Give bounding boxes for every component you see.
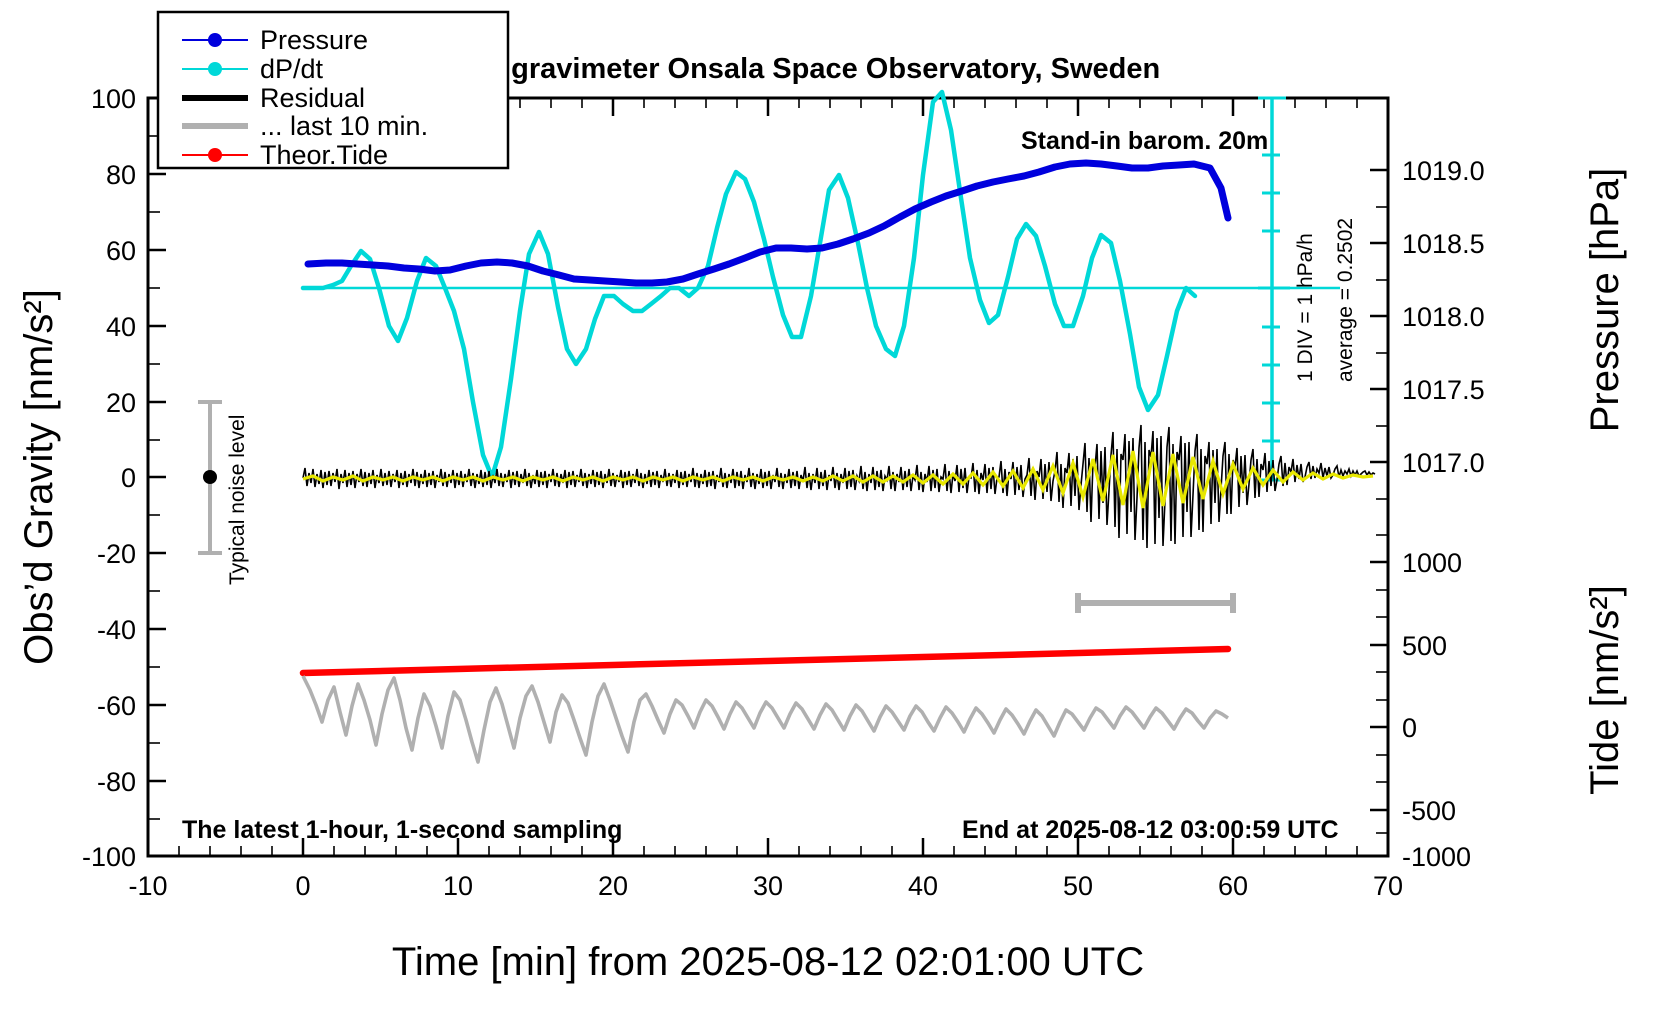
tide-tick-label: 0	[1402, 713, 1417, 743]
tide-tick-label: -1000	[1402, 842, 1471, 872]
series-residual-smoothed	[302, 450, 1374, 509]
y-tick-label: -60	[97, 691, 136, 721]
legend-label: Theor.Tide	[260, 140, 388, 170]
y-tick-label: -20	[97, 539, 136, 569]
legend-label: Residual	[260, 83, 365, 113]
last-10-min-duration-bar	[1075, 593, 1236, 613]
y-tick-label: -80	[97, 767, 136, 797]
scale-average-label: average = 0.2502	[1334, 218, 1357, 382]
pressure-tick-label: 1018.5	[1402, 229, 1485, 259]
pressure-tick-label: 1018.0	[1402, 302, 1485, 332]
legend-item-dpdt[interactable]: dP/dt	[182, 54, 324, 84]
y-axis-title-left: Obs’d Gravity [nm/s²]	[17, 289, 61, 665]
typical-noise-level-errorbar	[198, 400, 222, 555]
x-tick-label: 30	[753, 871, 783, 901]
pressure-tick-label: 1017.5	[1402, 375, 1485, 405]
y-tick-label: 80	[106, 160, 136, 190]
tide-tick-label: 500	[1402, 631, 1447, 661]
legend: Pressure dP/dt Residual ... last 10 min.…	[156, 10, 510, 170]
y-tick-label: 20	[106, 388, 136, 418]
series-last-10-min	[301, 675, 1229, 764]
scale-div-label: 1 DIV = 1 hPa/h	[1294, 233, 1317, 382]
x-tick-label: 40	[908, 871, 938, 901]
y-tick-label: -40	[97, 615, 136, 645]
right-tide-tick-labels: 1000 500 0 -500 -1000	[1402, 548, 1471, 872]
x-tick-label: 10	[443, 871, 473, 901]
stand-in-barom-label: Stand-in barom. 20m	[1021, 127, 1268, 155]
y-tick-label: 40	[106, 312, 136, 342]
legend-label: dP/dt	[260, 54, 324, 84]
right-pressure-tick-labels: 1019.0 1018.5 1018.0 1017.5 1017.0	[1402, 156, 1485, 478]
series-pressure	[304, 159, 1232, 287]
x-tick-label: 50	[1063, 871, 1093, 901]
right-y-axis-ticks	[1370, 168, 1388, 858]
x-tick-label: 70	[1373, 871, 1403, 901]
tide-tick-label: -500	[1402, 796, 1456, 826]
legend-item-theor-tide[interactable]: Theor.Tide	[182, 140, 388, 170]
pressure-tick-label: 1019.0	[1402, 156, 1485, 186]
legend-item-last-10-min[interactable]: ... last 10 min.	[182, 111, 428, 141]
x-axis-ticks	[146, 838, 1390, 856]
y-tick-label: 0	[121, 463, 136, 493]
legend-label: Pressure	[260, 25, 368, 55]
y-axis-title-tide: Tide [nm/s²]	[1583, 585, 1627, 795]
x-tick-label: 20	[598, 871, 628, 901]
y-tick-label: 100	[91, 84, 136, 114]
legend-item-residual[interactable]: Residual	[182, 83, 365, 113]
y-tick-label: -100	[82, 842, 136, 872]
x-tick-labels: -10 0 10 20 30 40 50 60 70	[128, 871, 1403, 901]
x-axis-minor-ticks	[178, 846, 1358, 856]
x-tick-label: 0	[295, 871, 310, 901]
x-tick-label: 60	[1218, 871, 1248, 901]
y-axis-title-pressure: Pressure [hPa]	[1583, 168, 1627, 433]
tide-tick-label: 1000	[1402, 548, 1462, 578]
left-y-tick-labels: 100 80 60 40 20 0 -20 -40 -60 -80 -100	[82, 84, 136, 872]
footer-right-label: End at 2025-08-12 03:00:59 UTC	[962, 816, 1339, 844]
series-residual	[302, 424, 1376, 549]
x-tick-label: -10	[128, 871, 167, 901]
y-tick-label: 60	[106, 236, 136, 266]
pressure-tick-label: 1017.0	[1402, 448, 1485, 478]
series-theor-tide	[299, 645, 1232, 677]
x-axis-title: Time [min] from 2025-08-12 02:01:00 UTC	[392, 940, 1144, 984]
typical-noise-level-label: Typical noise level	[226, 415, 249, 585]
series-dpdt	[300, 89, 1198, 480]
legend-label: ... last 10 min.	[260, 111, 428, 141]
footer-left-label: The latest 1-hour, 1-second sampling	[182, 816, 622, 844]
legend-item-pressure[interactable]: Pressure	[182, 25, 368, 55]
